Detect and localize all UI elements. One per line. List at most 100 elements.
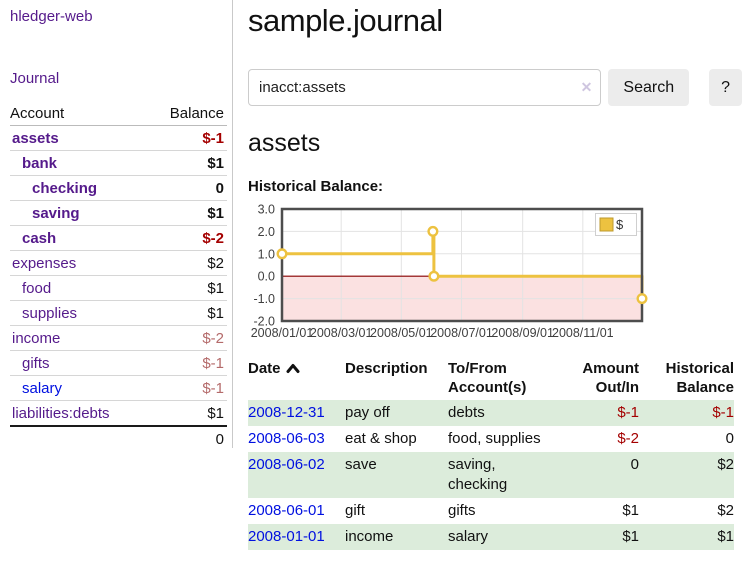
account-row: supplies $1 xyxy=(10,300,227,326)
account-link[interactable]: income xyxy=(12,329,61,347)
chart-title: Historical Balance: xyxy=(248,178,384,195)
sort-ascending-icon xyxy=(286,364,300,373)
account-balance: $-2 xyxy=(147,225,227,251)
transaction-description: eat & shop xyxy=(345,430,417,447)
account-balance: $1 xyxy=(147,400,227,426)
register-column-header: To/From Account(s) xyxy=(448,360,527,396)
account-row: expenses $2 xyxy=(10,250,227,276)
register-row: 2008-12-31 pay off debts $-1 $-1 xyxy=(248,400,734,426)
transaction-accounts: debts xyxy=(448,404,485,421)
account-link[interactable]: assets xyxy=(12,129,59,147)
transaction-balance: 0 xyxy=(725,430,734,447)
register-column-header: Description xyxy=(345,360,428,377)
svg-text:2008/03/01: 2008/03/01 xyxy=(310,326,373,340)
svg-text:0.0: 0.0 xyxy=(258,270,275,284)
account-row: salary $-1 xyxy=(10,375,227,401)
register-column-header[interactable]: Date xyxy=(248,358,345,400)
page-title: sample.journal xyxy=(248,3,443,38)
transaction-date-link[interactable]: 2008-01-01 xyxy=(248,528,325,545)
transaction-amount: $1 xyxy=(622,528,639,545)
transaction-date-link[interactable]: 2008-12-31 xyxy=(248,404,325,421)
account-row: gifts $-1 xyxy=(10,350,227,376)
transaction-date-link[interactable]: 2008-06-02 xyxy=(248,456,325,473)
svg-text:2008/07/01: 2008/07/01 xyxy=(430,326,493,340)
svg-text:1.0: 1.0 xyxy=(258,247,275,261)
account-balance: $-1 xyxy=(147,375,227,401)
transaction-description: gift xyxy=(345,502,366,519)
account-link[interactable]: food xyxy=(22,279,52,297)
transaction-amount: $-1 xyxy=(617,404,639,421)
account-column-header: Account xyxy=(10,102,148,126)
chart-legend: $ xyxy=(595,213,637,236)
register-rows: 2008-12-31 pay off debts $-1 $-1 2008-06-03 ea… xyxy=(248,400,734,550)
register-row: 2008-01-01 income salary $1 $1 xyxy=(248,524,734,550)
account-row: income $-2 xyxy=(10,325,227,351)
app-title-wrap: hledger-web xyxy=(10,8,227,25)
register-row: 2008-06-03 eat & shop food, supplies $-2 0 xyxy=(248,426,734,452)
transaction-amount: $-2 xyxy=(617,430,639,447)
total-row: 0 xyxy=(10,425,227,451)
transaction-date-link[interactable]: 2008-06-03 xyxy=(248,430,325,447)
account-row: saving $1 xyxy=(10,200,227,226)
account-balance-table: Account Balance assets $-1 bank $1 checking 0… xyxy=(10,102,227,451)
legend-swatch xyxy=(599,217,614,232)
search-input[interactable] xyxy=(248,69,602,106)
svg-text:2008/11/01: 2008/11/01 xyxy=(552,326,614,340)
plot-border xyxy=(280,207,644,323)
historical-balance-chart: $3.0 2.0 1.0 0.0 -1.0 -2.02008/01/012008/03/0… xyxy=(251,203,648,340)
transaction-accounts: food, supplies xyxy=(448,430,541,447)
data-points xyxy=(276,225,648,305)
account-balance: 0 xyxy=(147,175,227,201)
sidebar-nav: Journal xyxy=(10,70,227,87)
balance-column-header: Balance xyxy=(147,102,227,126)
svg-text:2008/05/01: 2008/05/01 xyxy=(370,326,433,340)
account-row: assets $-1 xyxy=(10,126,227,151)
register-column-header: Amount Out/In xyxy=(582,360,639,396)
transaction-amount: 0 xyxy=(630,456,639,473)
sidebar: hledger-web Journal Account Balance asse… xyxy=(0,0,233,451)
account-row: checking 0 xyxy=(10,175,227,201)
transaction-balance: $-1 xyxy=(712,404,734,421)
account-link[interactable]: checking xyxy=(32,179,98,197)
app-title-link[interactable]: hledger-web xyxy=(10,8,93,25)
account-link[interactable]: expenses xyxy=(12,254,77,272)
sidebar-item-journal[interactable]: Journal xyxy=(10,70,60,87)
account-link[interactable]: bank xyxy=(22,154,58,172)
search-box: ✕ xyxy=(248,69,602,106)
legend-label: $ xyxy=(616,217,624,232)
clear-search-icon[interactable]: ✕ xyxy=(580,79,593,95)
transaction-amount: $1 xyxy=(622,502,639,519)
svg-text:2008/01/01: 2008/01/01 xyxy=(251,326,314,340)
svg-text:-1.0: -1.0 xyxy=(253,292,275,306)
account-link[interactable]: saving xyxy=(32,204,80,222)
transaction-accounts: salary xyxy=(448,528,489,545)
transaction-accounts: saving, checking xyxy=(448,456,508,493)
svg-text:2.0: 2.0 xyxy=(258,225,275,239)
account-balance: $1 xyxy=(147,275,227,301)
transaction-balance: $2 xyxy=(717,502,734,519)
account-row: liabilities:debts $1 xyxy=(10,400,227,426)
transaction-description: save xyxy=(345,456,377,473)
account-row: cash $-2 xyxy=(10,225,227,251)
transaction-description: income xyxy=(345,528,394,545)
account-balance: $-1 xyxy=(147,350,227,376)
search-help-button[interactable]: ? xyxy=(709,69,742,106)
account-balance: $-2 xyxy=(147,325,227,351)
account-balance: $1 xyxy=(147,200,227,226)
account-link[interactable]: gifts xyxy=(22,354,50,372)
transaction-description: pay off xyxy=(345,404,390,421)
account-link[interactable]: cash xyxy=(22,229,57,247)
y-axis-labels: 3.0 2.0 1.0 0.0 -1.0 -2.0 xyxy=(253,203,275,329)
total-balance: 0 xyxy=(147,425,227,451)
svg-text:2008/09/01: 2008/09/01 xyxy=(491,326,554,340)
account-link[interactable]: liabilities:debts xyxy=(12,404,110,422)
account-link[interactable]: supplies xyxy=(22,304,78,322)
search-row: ✕ Search ? xyxy=(248,69,742,106)
register-header-row: Date Description To/From Account(s) Amount Ou… xyxy=(248,358,734,400)
account-table-header: Account Balance xyxy=(10,102,227,126)
transaction-date-link[interactable]: 2008-06-01 xyxy=(248,502,325,519)
account-row: bank $1 xyxy=(10,150,227,176)
account-balance: $-1 xyxy=(202,129,224,147)
search-button[interactable]: Search xyxy=(608,69,690,106)
account-link[interactable]: salary xyxy=(22,379,63,397)
